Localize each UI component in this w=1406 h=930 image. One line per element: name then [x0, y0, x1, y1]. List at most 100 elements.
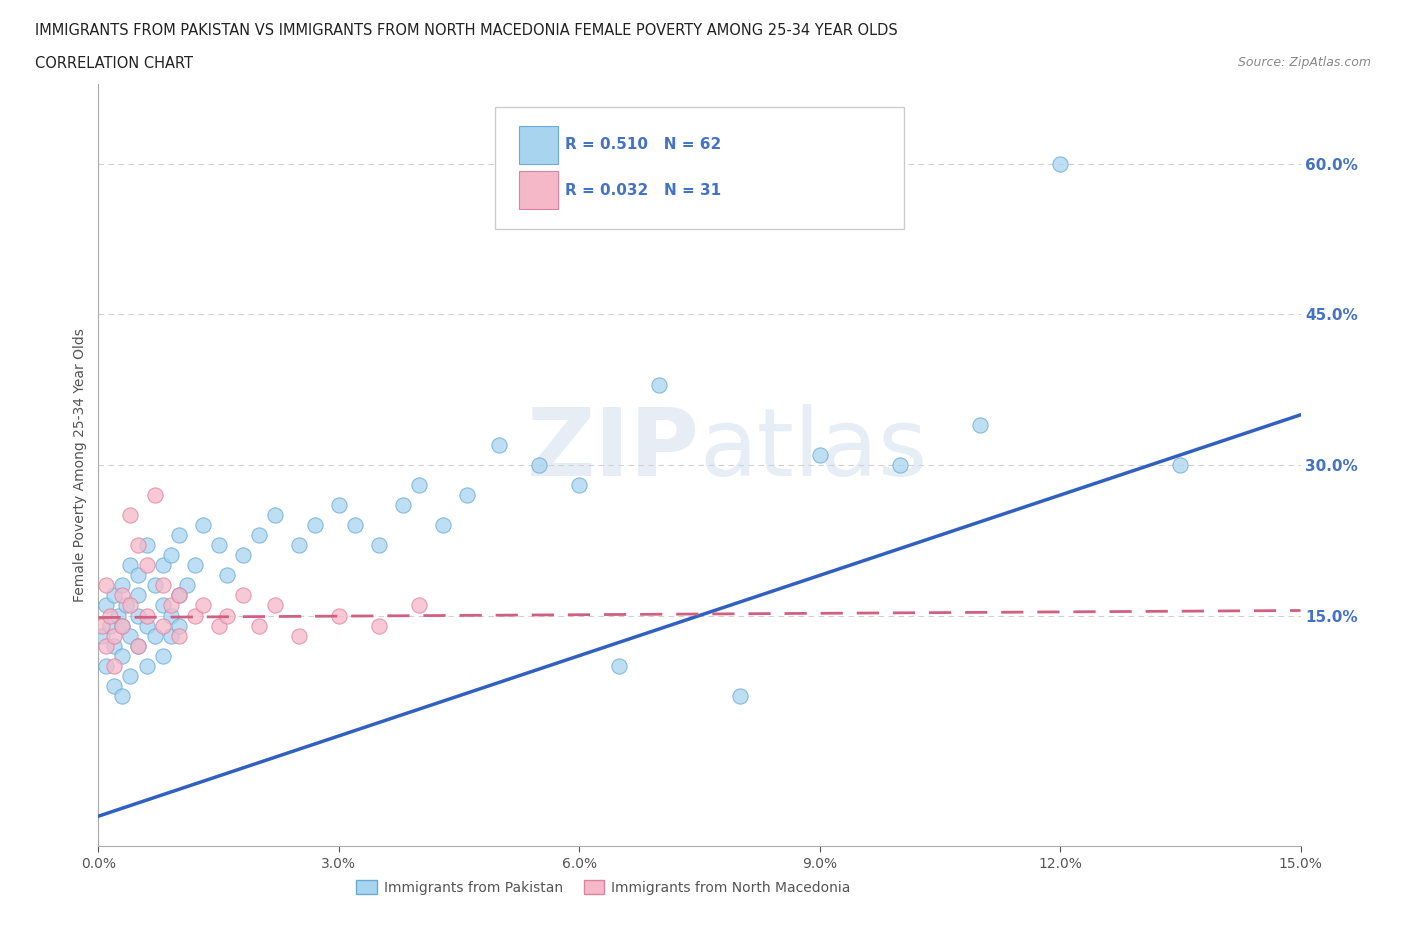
Point — [368, 538, 391, 552]
Point — [304, 518, 326, 533]
Point — [120, 669, 142, 684]
Point — [191, 598, 214, 613]
Point — [568, 478, 591, 493]
Point — [120, 558, 142, 573]
Text: IMMIGRANTS FROM PAKISTAN VS IMMIGRANTS FROM NORTH MACEDONIA FEMALE POVERTY AMONG: IMMIGRANTS FROM PAKISTAN VS IMMIGRANTS F… — [35, 23, 898, 38]
Point — [103, 678, 125, 693]
Point — [456, 487, 478, 502]
Point — [208, 618, 231, 633]
Point — [100, 608, 122, 623]
Point — [648, 378, 671, 392]
Point — [263, 508, 285, 523]
Point — [111, 578, 134, 592]
Point — [128, 638, 150, 653]
Point — [808, 447, 831, 462]
Point — [1049, 156, 1071, 171]
FancyBboxPatch shape — [519, 171, 558, 208]
Point — [96, 638, 118, 653]
Point — [120, 508, 142, 523]
Point — [159, 598, 181, 613]
Point — [143, 578, 166, 592]
Text: R = 0.032   N = 31: R = 0.032 N = 31 — [565, 183, 721, 198]
Point — [159, 628, 181, 643]
Point — [529, 458, 551, 472]
Point — [96, 658, 118, 673]
Point — [488, 437, 510, 452]
Point — [232, 588, 254, 603]
Point — [728, 688, 751, 703]
Point — [343, 518, 366, 533]
Text: atlas: atlas — [699, 404, 928, 496]
Point — [135, 558, 157, 573]
Point — [969, 418, 991, 432]
Point — [111, 618, 134, 633]
Point — [232, 548, 254, 563]
Point — [208, 538, 231, 552]
Point — [103, 588, 125, 603]
Point — [609, 658, 631, 673]
Y-axis label: Female Poverty Among 25-34 Year Olds: Female Poverty Among 25-34 Year Olds — [73, 328, 87, 602]
Text: Source: ZipAtlas.com: Source: ZipAtlas.com — [1237, 56, 1371, 69]
Point — [103, 628, 125, 643]
Point — [111, 648, 134, 663]
Point — [328, 498, 350, 512]
Point — [135, 658, 157, 673]
Point — [143, 487, 166, 502]
Point — [91, 628, 114, 643]
Point — [408, 598, 430, 613]
Point — [368, 618, 391, 633]
Point — [152, 618, 174, 633]
Point — [889, 458, 911, 472]
Point — [120, 598, 142, 613]
Point — [111, 588, 134, 603]
Point — [167, 618, 190, 633]
Point — [128, 568, 150, 583]
Point — [288, 628, 311, 643]
Point — [247, 528, 270, 543]
Point — [128, 608, 150, 623]
Point — [432, 518, 454, 533]
Point — [159, 608, 181, 623]
Point — [135, 618, 157, 633]
FancyBboxPatch shape — [495, 107, 904, 229]
Point — [328, 608, 350, 623]
Point — [115, 598, 138, 613]
Point — [111, 688, 134, 703]
Point — [128, 638, 150, 653]
Point — [128, 538, 150, 552]
Point — [111, 618, 134, 633]
Point — [183, 608, 205, 623]
Point — [408, 478, 430, 493]
Point — [1170, 458, 1192, 472]
Point — [152, 648, 174, 663]
Point — [152, 558, 174, 573]
Point — [96, 598, 118, 613]
Legend: Immigrants from Pakistan, Immigrants from North Macedonia: Immigrants from Pakistan, Immigrants fro… — [350, 874, 856, 900]
Text: R = 0.510   N = 62: R = 0.510 N = 62 — [565, 138, 721, 153]
Point — [392, 498, 415, 512]
Point — [167, 528, 190, 543]
Point — [288, 538, 311, 552]
Text: ZIP: ZIP — [527, 404, 699, 496]
Point — [103, 638, 125, 653]
Point — [191, 518, 214, 533]
Point — [91, 618, 114, 633]
Point — [128, 588, 150, 603]
Point — [176, 578, 198, 592]
Point — [167, 588, 190, 603]
Point — [167, 588, 190, 603]
Point — [159, 548, 181, 563]
Point — [135, 608, 157, 623]
Point — [135, 538, 157, 552]
Point — [120, 628, 142, 643]
Point — [215, 608, 238, 623]
Point — [107, 608, 129, 623]
Text: CORRELATION CHART: CORRELATION CHART — [35, 56, 193, 71]
Point — [143, 628, 166, 643]
FancyBboxPatch shape — [519, 126, 558, 164]
Point — [100, 618, 122, 633]
Point — [103, 658, 125, 673]
Point — [96, 578, 118, 592]
Point — [152, 578, 174, 592]
Point — [167, 628, 190, 643]
